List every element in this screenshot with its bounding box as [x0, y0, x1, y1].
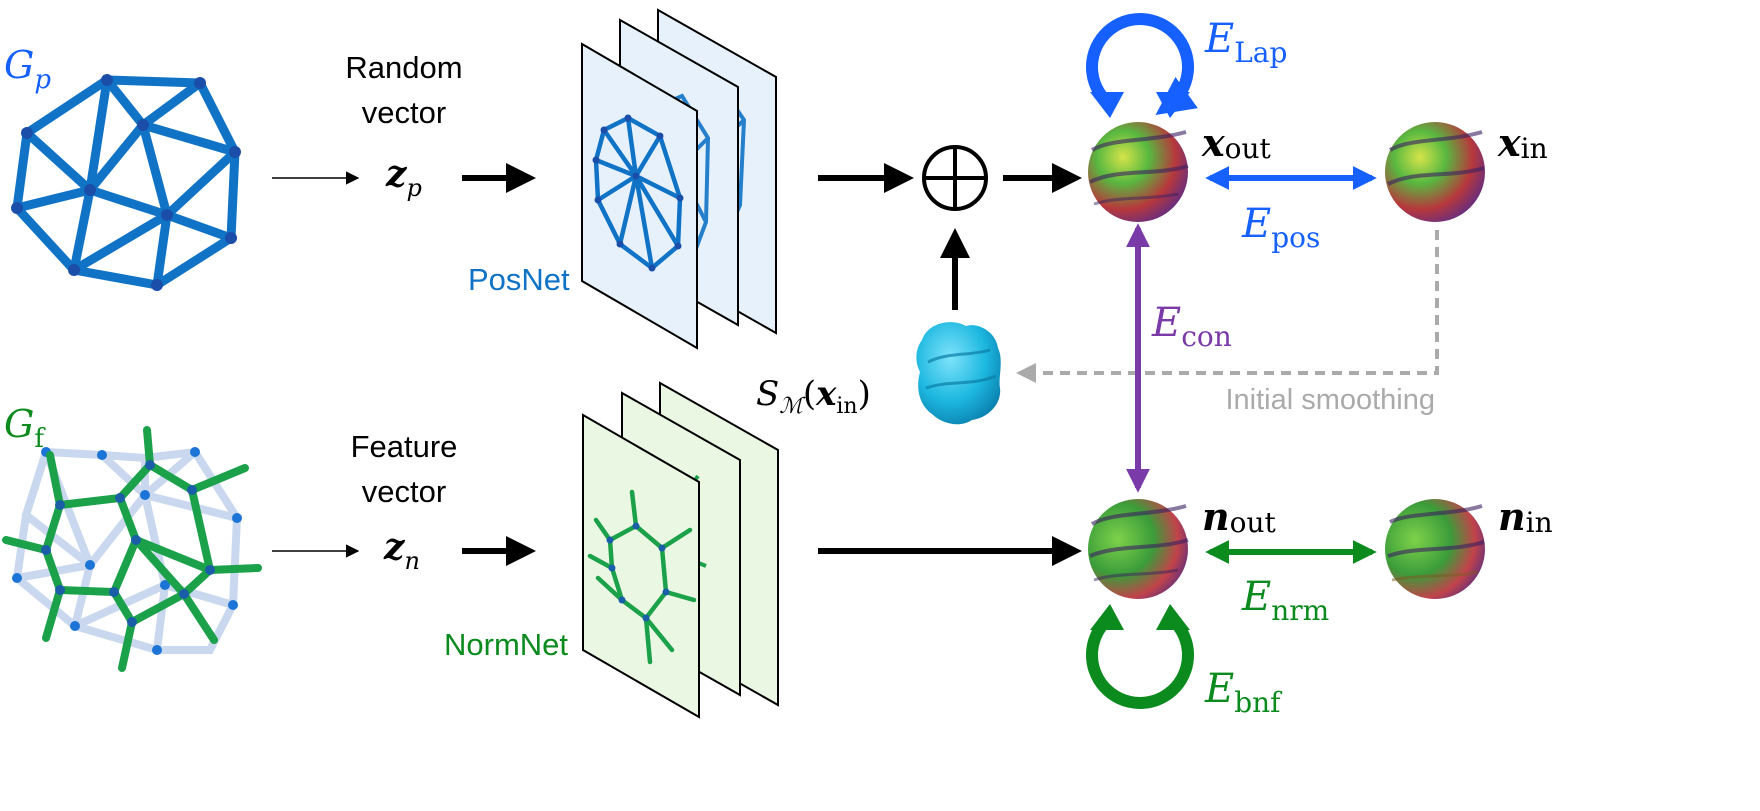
bnf-loop-arrowhead-right	[1156, 604, 1190, 630]
feature-vector-caption-line1: Feature	[351, 429, 458, 464]
zn-symbol: zn	[383, 526, 420, 575]
n-in-sphere	[1385, 499, 1485, 599]
lap-loop-arrowhead-left	[1090, 92, 1124, 118]
posnet-stack	[581, 8, 777, 350]
feature-graph	[2, 426, 262, 672]
n-out-sphere	[1088, 499, 1189, 599]
graph-label-gp: Gp	[4, 43, 51, 95]
bnf-loop-arrow	[1086, 611, 1194, 709]
initial-smoothing-label: Initial smoothing	[1225, 384, 1435, 416]
sum-operator	[922, 145, 988, 211]
lap-loop-arrow	[1086, 13, 1198, 115]
x-in-sphere	[1385, 122, 1485, 222]
loss-bnf-label: Ebnf	[1204, 666, 1283, 719]
smoothed-shape	[916, 322, 1001, 425]
random-vector-caption-line1: Random	[345, 50, 462, 85]
position-graph	[11, 74, 241, 291]
x-in-label: xin	[1497, 120, 1548, 165]
loss-pos-label: Epos	[1241, 201, 1320, 254]
x-out-sphere	[1088, 122, 1189, 222]
bnf-loop-arrowhead-left	[1090, 604, 1124, 630]
n-out-label: nout	[1202, 494, 1277, 539]
normnet-label: NormNet	[444, 627, 568, 662]
smoothed-label: Sℳ(xin)	[756, 374, 871, 419]
graph-label-gf: Gf	[4, 402, 46, 454]
posnet-label: PosNet	[468, 262, 570, 297]
lap-loop-arrowhead-right	[1156, 92, 1190, 118]
zp-symbol: zp	[385, 153, 422, 202]
feature-vector-caption-line2: vector	[362, 474, 446, 509]
normnet-stack	[582, 381, 779, 719]
random-vector-caption-line2: vector	[362, 95, 446, 130]
n-in-label: nin	[1498, 494, 1553, 539]
loss-con-label: Econ	[1151, 300, 1232, 353]
initial-smoothing-arrow	[1016, 230, 1439, 383]
loss-lap-label: ELap	[1204, 16, 1287, 69]
x-out-label: xout	[1201, 120, 1272, 165]
loss-nrm-label: Enrm	[1241, 574, 1329, 627]
